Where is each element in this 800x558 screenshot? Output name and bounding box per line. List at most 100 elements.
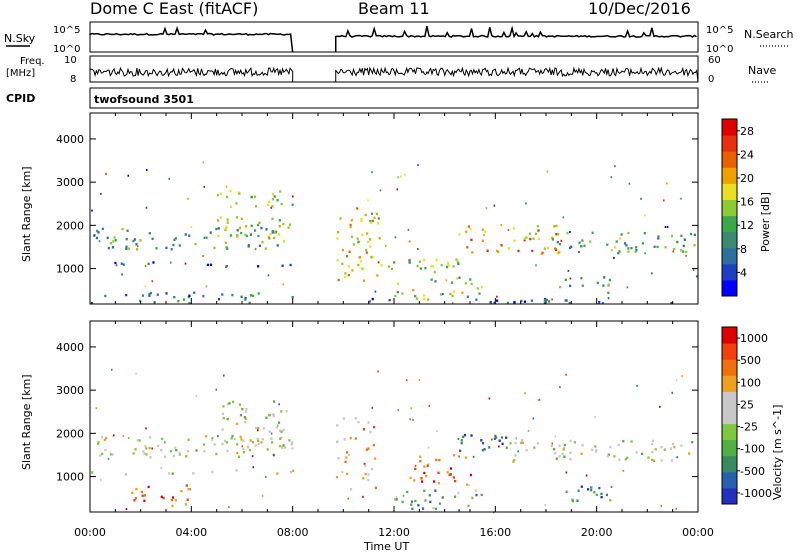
power-echo-cell — [467, 225, 470, 228]
velocity-colorbar-label-text: Velocity [m s^-1] — [771, 405, 784, 500]
power-echo-cell — [127, 174, 130, 177]
power-echo-cell — [256, 223, 260, 227]
velocity-echo-cell — [464, 456, 468, 459]
velocity-echo-cell — [244, 410, 247, 413]
velocity-echo-cell — [291, 447, 294, 450]
velocity-echo-cell — [622, 469, 625, 472]
velocity-echo-cell — [261, 438, 264, 441]
velocity-echo-cell — [275, 426, 278, 429]
velocity-colorbar-segment — [722, 439, 737, 457]
velocity-echo-cell — [397, 409, 400, 412]
velocity-echo-cell — [610, 486, 613, 488]
velocity-echo-cell — [421, 507, 425, 510]
power-echo-cell — [535, 264, 537, 267]
power-echo-cell — [365, 248, 368, 252]
velocity-y-axis: 1000 2000 3000 4000 — [56, 341, 698, 484]
power-echo-cell — [568, 246, 572, 250]
power-echo-cell — [282, 222, 285, 226]
power-echo-cell — [125, 245, 128, 248]
velocity-echo-cell — [688, 452, 691, 455]
velocity-echo-cell — [676, 456, 678, 459]
cpid-label: CPID — [6, 92, 35, 105]
power-echo-cell — [610, 176, 613, 179]
power-echo-cell — [608, 278, 611, 282]
power-echo-cell — [217, 219, 220, 222]
velocity-echo-cell — [160, 467, 162, 470]
velocity-echo-cell — [420, 477, 423, 480]
power-echo-cell — [618, 250, 621, 253]
velocity-echo-cell — [289, 470, 292, 474]
velocity-echo-cell — [256, 437, 259, 441]
power-echo-cell — [419, 267, 422, 270]
velocity-echo-cell — [423, 471, 426, 475]
power-echo-cell — [606, 243, 609, 246]
velocity-echo-cell — [290, 443, 293, 446]
power-echo-cell — [260, 226, 263, 230]
velocity-echo-cell — [95, 407, 98, 410]
velocity-echo-cell — [239, 414, 243, 417]
velocity-echo-cell — [171, 472, 174, 475]
power-echo-cell — [236, 235, 239, 238]
power-echo-cell — [267, 203, 270, 207]
velocity-echo-cell — [103, 438, 106, 442]
velocity-echo-cell — [577, 489, 580, 492]
power-echo-cell — [440, 263, 443, 267]
velocity-echo-cell — [622, 440, 625, 443]
velocity-echo-cell — [257, 439, 260, 442]
power-echo-cell — [537, 237, 540, 241]
power-echo-cell — [93, 234, 96, 237]
power-echo-cell — [248, 301, 251, 305]
power-echo-cell — [111, 246, 115, 249]
power-echo-cell — [278, 219, 281, 222]
power-echo-cell — [280, 202, 283, 206]
power-echo-cell — [145, 169, 148, 171]
power-echo-cell — [581, 239, 584, 242]
power-echo-cell — [98, 240, 101, 243]
power-echo-cell — [121, 227, 124, 231]
velocity-echo-cell — [580, 452, 583, 455]
power-echo-cell — [257, 292, 260, 295]
power-echo-cell — [224, 241, 227, 244]
velocity-echo-cell — [282, 428, 285, 432]
nave-tick-top: 60 — [708, 55, 721, 66]
velocity-echo-cell — [438, 458, 441, 462]
velocity-echo-cell — [365, 448, 368, 451]
velocity-echo-cell — [143, 499, 146, 502]
power-echo-cell — [258, 221, 261, 224]
power-ytick-label: 1000 — [56, 263, 84, 276]
velocity-echo-cell — [348, 453, 351, 457]
velocity-echo-cell — [215, 452, 218, 456]
power-echo-cell — [543, 298, 546, 301]
power-echo-cell — [221, 293, 224, 296]
power-echo-cell — [676, 240, 679, 244]
power-echo-cell — [90, 301, 94, 305]
power-echo-cell — [209, 231, 212, 234]
velocity-echo-cell — [217, 435, 219, 438]
power-ytick-label: 4000 — [56, 133, 84, 146]
velocity-echo-cell — [349, 437, 352, 440]
power-echo-cell — [580, 277, 583, 280]
velocity-echo-cell — [691, 441, 694, 444]
velocity-echo-cell — [594, 416, 596, 419]
velocity-echo-cell — [571, 498, 574, 501]
velocity-echo-cell — [279, 429, 282, 432]
velocity-echo-cell — [363, 462, 366, 466]
power-colorbar-segment — [722, 231, 737, 249]
power-echo-cell — [458, 233, 461, 236]
power-echo-cell — [663, 199, 665, 202]
velocity-echo-cell — [428, 404, 431, 407]
power-echo-cell — [188, 302, 191, 305]
power-echo-cell — [555, 233, 558, 236]
velocity-echo-cell — [421, 480, 424, 483]
power-echo-cell — [289, 223, 292, 226]
velocity-echo-cell — [419, 455, 422, 458]
power-echo-cell — [254, 229, 257, 232]
power-echo-cell — [404, 173, 406, 176]
power-colorbar: 4 8 12 16 20 24 28 — [721, 118, 754, 297]
velocity-echo-cell — [532, 417, 535, 420]
velocity-echo-cell — [580, 485, 583, 488]
power-echo-cell — [567, 269, 570, 272]
power-echo-cell — [226, 218, 229, 221]
velocity-echo-cell — [573, 441, 576, 444]
power-echo-cell — [623, 242, 627, 245]
